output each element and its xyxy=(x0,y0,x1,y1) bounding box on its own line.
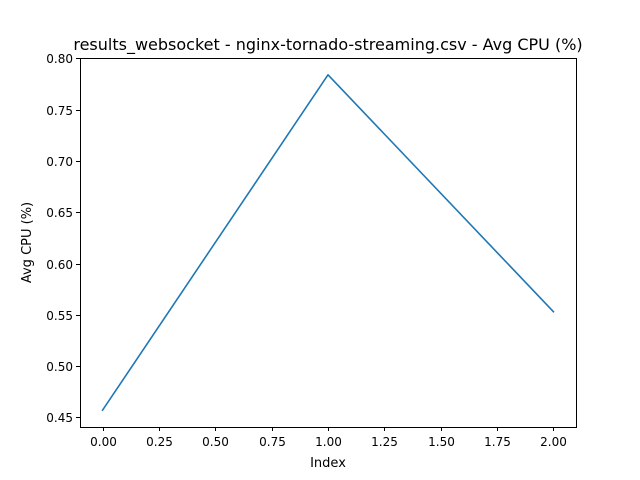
y-tick-label: 0.60 xyxy=(46,258,73,272)
x-ticks: 0.00 0.25 0.50 0.75 1.00 1.25 1.50 1.75 2.00 xyxy=(90,427,567,449)
y-tick-label: 0.75 xyxy=(46,104,73,118)
y-tick-label: 0.80 xyxy=(46,52,73,66)
x-tick-label: 0.25 xyxy=(146,435,173,449)
x-tick-label: 0.50 xyxy=(202,435,229,449)
x-axis-label: Index xyxy=(310,456,346,471)
y-ticks: 0.45 0.50 0.55 0.60 0.65 0.70 0.75 0.80 xyxy=(46,52,80,425)
x-tick-label: 1.00 xyxy=(315,435,342,449)
y-tick-label: 0.70 xyxy=(46,155,73,169)
y-tick-label: 0.50 xyxy=(46,360,73,374)
y-axis-label: Avg CPU (%) xyxy=(20,202,35,283)
plot-frame xyxy=(80,58,577,428)
series-layer xyxy=(101,74,555,412)
x-tick-label: 1.25 xyxy=(371,435,398,449)
x-tick-label: 1.50 xyxy=(428,435,455,449)
x-tick-label: 0.00 xyxy=(90,435,117,449)
y-tick-label: 0.45 xyxy=(46,411,73,425)
x-tick-label: 2.00 xyxy=(540,435,567,449)
y-tick-label: 0.65 xyxy=(46,206,73,220)
x-tick-label: 1.75 xyxy=(484,435,511,449)
y-tick-label: 0.55 xyxy=(46,309,73,323)
chart-title: results_websocket - nginx-tornado-stream… xyxy=(73,35,582,55)
x-tick-label: 0.75 xyxy=(259,435,286,449)
series-line xyxy=(101,74,555,412)
